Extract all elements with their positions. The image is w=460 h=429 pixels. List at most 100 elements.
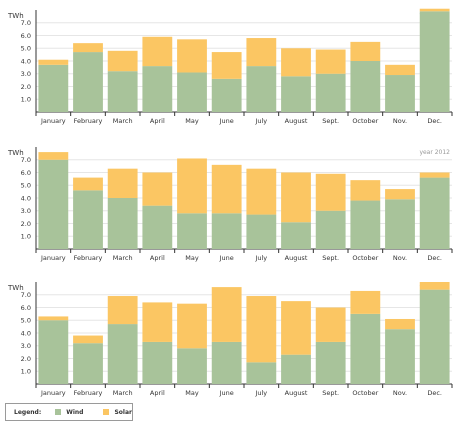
bar-wind-march: [107, 198, 138, 249]
legend-title: Legend:: [14, 408, 42, 416]
bar-solar-may: [177, 158, 207, 214]
bar-solar-october: [350, 180, 381, 201]
year-label: year 2012: [419, 149, 450, 156]
y-tick-label: 7.0: [21, 156, 31, 164]
bar-solar-august: [281, 301, 311, 355]
y-tick-label: 3.0: [21, 207, 31, 215]
bar-wind-march: [107, 71, 138, 112]
y-tick-label: 6.0: [21, 304, 31, 312]
bar-solar-april: [142, 36, 173, 67]
bar-solar-june: [211, 287, 242, 342]
legend: Legend: Wind Solar: [5, 403, 133, 421]
bar-solar-april: [142, 302, 173, 342]
y-tick-label: 2.0: [21, 83, 31, 91]
bar-solar-may: [177, 39, 207, 73]
x-tick-label: July: [254, 117, 267, 125]
bar-wind-june: [211, 78, 242, 112]
bar-solar-march: [107, 50, 138, 72]
x-tick-label: August: [285, 117, 308, 125]
bar-wind-august: [281, 354, 311, 384]
y-axis-unit: TWh: [7, 149, 24, 157]
y-tick-label: 5.0: [21, 45, 31, 53]
x-tick-label: February: [74, 254, 103, 262]
bar-wind-january: [38, 64, 69, 112]
bar-wind-july: [246, 214, 277, 249]
bar-wind-june: [211, 213, 242, 249]
y-tick-label: 7.0: [21, 291, 31, 299]
bar-wind-may: [177, 213, 207, 249]
x-tick-label: May: [185, 389, 199, 397]
bar-solar-january: [38, 152, 69, 160]
x-tick-label: July: [254, 389, 267, 397]
bar-wind-nov: [385, 75, 415, 112]
x-tick-label: Nov.: [393, 254, 407, 262]
y-tick-label: 1.0: [21, 368, 31, 376]
bar-wind-may: [177, 72, 207, 112]
bar-solar-dec: [419, 8, 450, 12]
bar-solar-february: [73, 43, 103, 53]
bar-solar-may: [177, 303, 207, 349]
bar-wind-august: [281, 222, 311, 249]
x-tick-label: Sept.: [322, 389, 339, 397]
bar-wind-sept: [315, 210, 346, 249]
bar-solar-february: [73, 177, 103, 191]
solar-swatch: [103, 409, 110, 415]
x-tick-label: Nov.: [393, 389, 407, 397]
bar-wind-october: [350, 200, 381, 249]
x-tick-label: August: [285, 389, 308, 397]
bar-solar-nov: [385, 318, 415, 330]
bar-solar-march: [107, 296, 138, 325]
x-tick-label: February: [74, 389, 103, 397]
wind-swatch: [55, 409, 62, 415]
y-tick-label: 3.0: [21, 70, 31, 78]
bar-solar-nov: [385, 189, 415, 200]
y-tick-label: 2.0: [21, 355, 31, 363]
y-tick-label: 6.0: [21, 32, 31, 40]
bar-solar-july: [246, 38, 277, 67]
x-tick-label: October: [352, 117, 378, 125]
bar-solar-august: [281, 172, 311, 223]
bar-wind-august: [281, 76, 311, 112]
x-tick-label: April: [150, 389, 165, 397]
bar-solar-october: [350, 41, 381, 61]
legend-item-solar: Solar: [103, 409, 132, 416]
legend-item-wind: Wind: [55, 409, 83, 416]
bar-solar-nov: [385, 64, 415, 76]
bar-solar-march: [107, 168, 138, 198]
y-tick-label: 1.0: [21, 96, 31, 104]
x-tick-label: June: [219, 254, 234, 262]
bar-wind-dec: [419, 11, 450, 112]
bar-wind-april: [142, 205, 173, 249]
x-tick-label: January: [40, 117, 66, 125]
bar-wind-march: [107, 324, 138, 384]
x-tick-label: Dec.: [427, 389, 442, 397]
bar-solar-february: [73, 335, 103, 344]
bar-wind-february: [73, 343, 103, 384]
legend-label-solar: Solar: [114, 408, 132, 416]
bar-solar-july: [246, 168, 277, 215]
x-tick-label: January: [40, 389, 66, 397]
y-axis-unit: TWh: [7, 12, 24, 20]
x-tick-label: March: [113, 254, 133, 262]
bar-wind-may: [177, 348, 207, 384]
bar-wind-january: [38, 159, 69, 249]
y-tick-label: 5.0: [21, 317, 31, 325]
bar-wind-sept: [315, 341, 346, 384]
bar-solar-june: [211, 164, 242, 214]
bar-solar-sept: [315, 173, 346, 211]
bar-wind-january: [38, 320, 69, 384]
x-tick-label: June: [219, 389, 234, 397]
bar-solar-august: [281, 48, 311, 77]
y-tick-label: 4.0: [21, 194, 31, 202]
bar-wind-dec: [419, 289, 450, 384]
bar-wind-july: [246, 362, 277, 384]
bar-wind-april: [142, 341, 173, 384]
x-tick-label: March: [113, 389, 133, 397]
x-tick-label: April: [150, 117, 165, 125]
bar-wind-april: [142, 66, 173, 112]
y-tick-label: 4.0: [21, 329, 31, 337]
y-tick-label: 1.0: [21, 233, 31, 241]
bar-solar-sept: [315, 307, 346, 342]
bar-wind-october: [350, 61, 381, 112]
